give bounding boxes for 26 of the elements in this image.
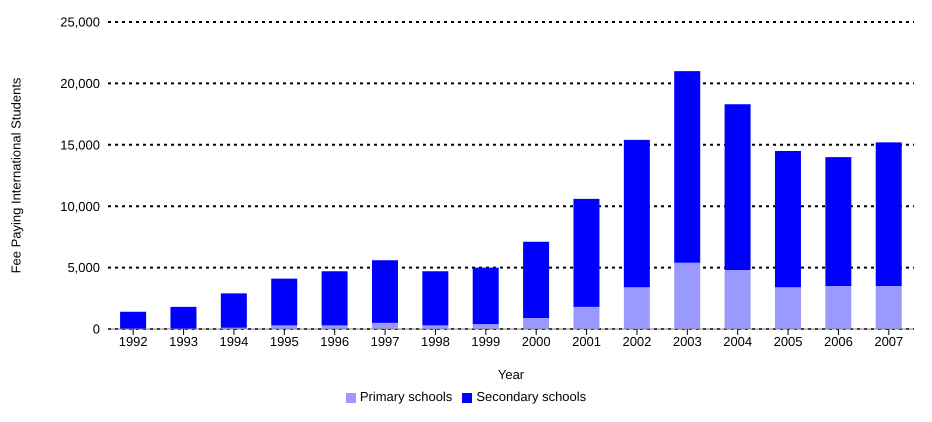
x-tick-label: 1992 bbox=[118, 334, 148, 350]
y-tick-label: 20,000 bbox=[60, 76, 100, 92]
x-tick-label: 2005 bbox=[774, 334, 803, 350]
x-tick-label: 1998 bbox=[420, 334, 450, 350]
x-axis-title: Year bbox=[498, 367, 525, 382]
x-tick-label: 2000 bbox=[522, 334, 551, 350]
x-tick-label: 2002 bbox=[622, 334, 652, 350]
legend-label: Primary schools bbox=[360, 389, 452, 404]
x-tick-label: 1995 bbox=[270, 334, 299, 350]
legend-label: Secondary schools bbox=[476, 389, 586, 404]
x-tick-label: 1994 bbox=[219, 334, 248, 350]
y-tick-label: 10,000 bbox=[60, 198, 100, 214]
x-tick-label: 2001 bbox=[572, 334, 602, 350]
x-tick-label: 1996 bbox=[320, 334, 350, 350]
y-tick-label: 25,000 bbox=[60, 14, 100, 30]
y-tick-label: 15,000 bbox=[60, 137, 100, 152]
x-tick-label: 1999 bbox=[471, 334, 500, 350]
y-axis-title: Fee Paying International Students bbox=[8, 77, 24, 274]
x-tick-label: 2003 bbox=[672, 334, 702, 350]
x-tick-label: 1993 bbox=[169, 334, 198, 350]
y-tick-label: 0 bbox=[92, 322, 100, 337]
x-tick-label: 2007 bbox=[874, 334, 904, 350]
x-tick-label: 1997 bbox=[370, 334, 400, 350]
x-tick-label: 2006 bbox=[824, 334, 853, 350]
x-tick-label: 2004 bbox=[723, 334, 752, 350]
y-tick-label: 5,000 bbox=[67, 260, 100, 276]
